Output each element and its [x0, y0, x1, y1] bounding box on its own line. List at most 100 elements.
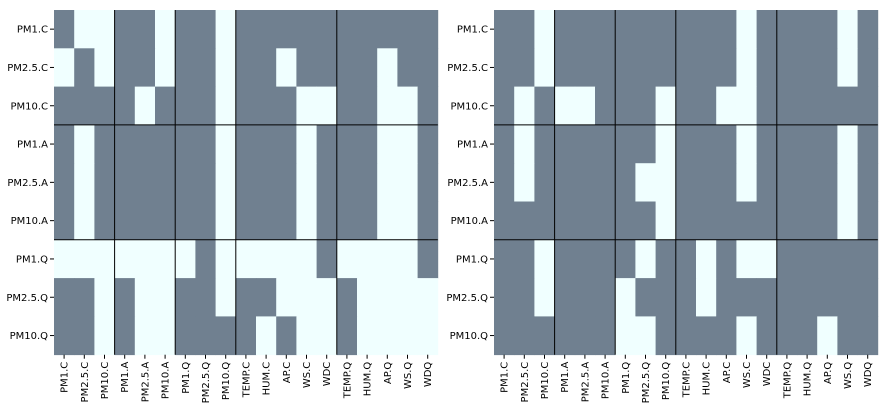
- column-label: WS.C: [302, 362, 313, 388]
- heatmap-cell: [494, 48, 515, 87]
- heatmap-cell: [215, 316, 237, 356]
- heatmap-cell: [296, 10, 317, 49]
- heatmap-cell: [615, 10, 636, 49]
- column-label: PM2.5.A: [140, 362, 151, 403]
- heatmap-cell: [494, 239, 515, 279]
- column-label: PM10.C: [100, 362, 111, 400]
- heatmap-cell: [675, 48, 697, 87]
- heatmap-cell: [377, 316, 398, 356]
- heatmap-cell: [554, 48, 576, 87]
- row-label: PM1.A: [457, 140, 488, 151]
- heatmap-cell: [776, 316, 798, 356]
- heatmap-cell: [377, 239, 398, 279]
- heatmap-cell: [635, 239, 656, 279]
- heatmap-cell: [417, 278, 439, 317]
- row-label: PM2.5.A: [7, 178, 48, 189]
- heatmap-cell: [716, 201, 737, 241]
- heatmap-cell: [336, 10, 358, 49]
- row-label: PM1.C: [17, 25, 48, 36]
- heatmap-cell: [615, 201, 636, 241]
- heatmap-cell: [256, 239, 277, 279]
- heatmap-cell: [54, 278, 75, 317]
- group-separators: [494, 10, 878, 355]
- heatmap-cell: [296, 124, 317, 164]
- heatmap-cell: [175, 239, 196, 279]
- heatmap-cell: [235, 48, 257, 87]
- row-labels: PM1.C PM2.5.C PM10.C PM1.A PM2.5.A PM10.A PM1.…: [446, 25, 494, 342]
- heatmap-cell: [756, 201, 778, 241]
- heatmap-cell: [595, 316, 616, 356]
- heatmap-cell: [195, 278, 216, 317]
- heatmap-cell: [397, 86, 418, 126]
- heatmap-cell: [94, 10, 115, 49]
- heatmap-cell: [534, 124, 555, 164]
- row-label: PM1.C: [457, 25, 488, 36]
- heatmap-cell: [74, 163, 95, 202]
- heatmap-cell: [534, 316, 555, 356]
- heatmap-cell: [316, 124, 338, 164]
- heatmap-cell: [776, 278, 798, 317]
- heatmap-cell: [235, 10, 257, 49]
- heatmap-cell: [736, 86, 757, 126]
- heatmap-cell: [377, 124, 398, 164]
- heatmap-cell: [716, 163, 737, 202]
- heatmap-cell: [114, 163, 136, 202]
- heatmap-cell: [696, 48, 717, 87]
- heatmap-cell: [615, 316, 636, 356]
- heatmap-cell: [615, 48, 636, 87]
- heatmap-cell: [736, 278, 757, 317]
- heatmap-cell: [256, 316, 277, 356]
- heatmap-cell: [837, 201, 858, 241]
- heatmap-cell: [357, 316, 378, 356]
- heatmap-cell: [615, 278, 636, 317]
- heatmap-cell: [397, 201, 418, 241]
- heatmap-cell: [74, 48, 95, 87]
- heatmap-cell: [215, 163, 237, 202]
- heatmap-cell: [797, 163, 818, 202]
- heatmap-cell: [155, 316, 176, 356]
- heatmap-cell: [595, 86, 616, 126]
- heatmap-cell: [655, 163, 677, 202]
- heatmap-cell: [155, 278, 176, 317]
- heatmap-cell: [357, 201, 378, 241]
- heatmap-cell: [817, 278, 838, 317]
- column-label: WDQ: [863, 362, 874, 388]
- heatmap-cell: [716, 316, 737, 356]
- heatmap-cell: [756, 163, 778, 202]
- heatmap-cell: [574, 278, 596, 317]
- heatmap-cell: [817, 201, 838, 241]
- column-labels: PM1.C PM2.5.C PM10.C PM1.A PM2.5.A PM10.A PM1.…: [500, 354, 874, 404]
- heatmap-cell: [134, 201, 156, 241]
- heatmap-cell: [554, 163, 576, 202]
- heatmap-cell: [74, 316, 95, 356]
- heatmap-cell: [397, 278, 418, 317]
- heatmap-left: PM1.C PM2.5.C PM10.C PM1.A PM2.5.A PM10.A PM1.…: [6, 10, 439, 403]
- heatmap-cell: [494, 201, 515, 241]
- row-label: PM2.5.A: [447, 178, 488, 189]
- row-label: PM10.Q: [450, 331, 489, 342]
- heatmap-cell: [357, 124, 378, 164]
- heatmap-cell: [276, 86, 297, 126]
- heatmap-cell: [696, 124, 717, 164]
- heatmap-cell: [817, 163, 838, 202]
- heatmap-cell: [336, 48, 358, 87]
- heatmap-cell: [574, 124, 596, 164]
- heatmap-cell: [635, 86, 656, 126]
- heatmap-cell: [857, 163, 879, 202]
- heatmap-cell: [276, 48, 297, 87]
- heatmap-cell: [377, 10, 398, 49]
- heatmap-cell: [94, 316, 115, 356]
- column-label: PM2.5.C: [520, 362, 531, 403]
- heatmap-cell: [675, 124, 697, 164]
- heatmap-cell: [175, 10, 196, 49]
- heatmap-cell: [397, 316, 418, 356]
- heatmap-cell: [635, 201, 656, 241]
- heatmap-cell: [554, 201, 576, 241]
- heatmap-cell: [235, 316, 257, 356]
- heatmap-cell: [554, 278, 576, 317]
- heatmap-cell: [114, 124, 136, 164]
- column-label: TEMP.C: [241, 362, 252, 399]
- heatmap-cell: [357, 278, 378, 317]
- heatmap-cell: [276, 316, 297, 356]
- column-label: PM2.5.Q: [641, 362, 652, 404]
